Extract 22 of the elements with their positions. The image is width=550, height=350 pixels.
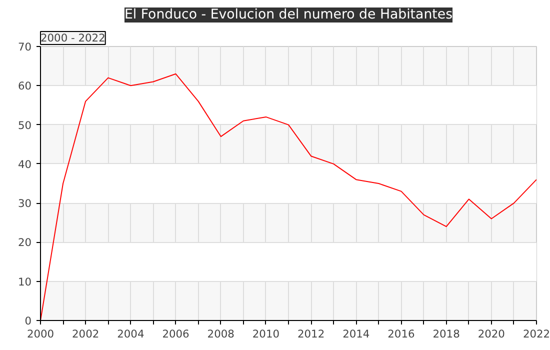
x-tick-label: 2018 [432,328,460,340]
x-tick-label: 2002 [72,328,100,340]
x-tick-label: 2020 [478,328,506,340]
x-tick-label: 2008 [207,328,235,340]
y-tick-label: 40 [18,158,32,171]
y-tick-label: 60 [18,80,32,93]
y-tick-label: 70 [18,40,32,54]
y-tick-label: 50 [18,118,32,132]
x-tick-label: 2004 [117,328,144,340]
x-tick-label: 2022 [522,328,550,340]
x-tick-label: 2010 [252,328,280,340]
chart-title: El Fonduco - Evolucion del numero de Habitantes [124,8,453,22]
x-tick-label: 2012 [297,328,325,340]
y-tick-label: 20 [18,236,32,250]
y-tick-label: 30 [18,197,32,210]
x-tick-label: 2006 [162,328,190,340]
x-tick-label: 2016 [388,328,416,340]
text: 2000 - 2022 [40,32,106,44]
y-tick-label: 10 [18,275,32,288]
x-tick-label: 2014 [342,328,370,340]
x-tick-label: 2000 [26,328,54,340]
y-tick-label: 0 [24,314,32,328]
